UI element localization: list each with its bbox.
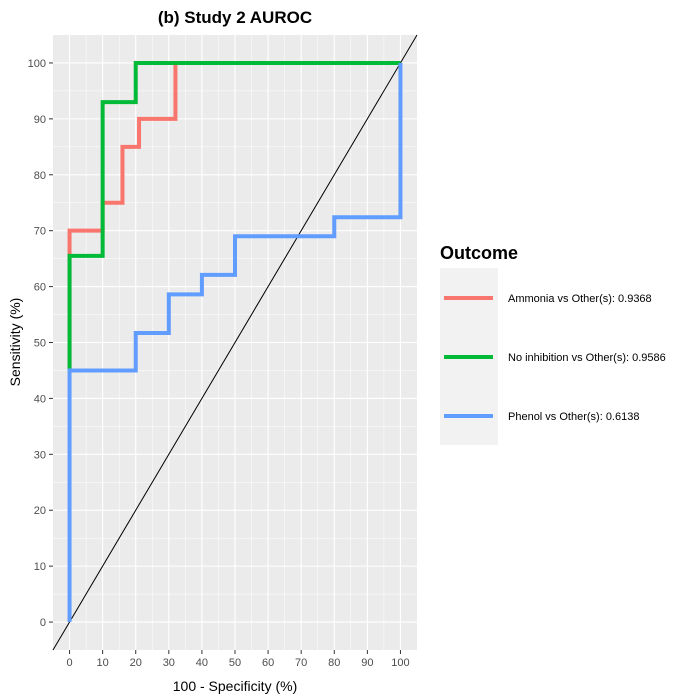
legend-label-3: Phenol vs Other(s): 0.6138 bbox=[508, 411, 639, 423]
legend-title: Outcome bbox=[440, 243, 518, 263]
x-tick-label: 10 bbox=[97, 657, 109, 669]
x-tick-label: 0 bbox=[66, 657, 72, 669]
legend: Ammonia vs Other(s): 0.9368 No inhibition… bbox=[444, 293, 666, 423]
x-tick-label: 60 bbox=[262, 657, 274, 669]
series-layer bbox=[67, 60, 403, 623]
y-tick-label: 50 bbox=[34, 338, 46, 350]
x-axis-title: 100 - Specificity (%) bbox=[173, 678, 297, 694]
reference-diagonal-line bbox=[52, 34, 418, 651]
y-tick-label: 100 bbox=[28, 58, 46, 70]
x-tick-label: 50 bbox=[229, 657, 241, 669]
x-tick-label: 20 bbox=[130, 657, 142, 669]
x-tick-label: 90 bbox=[361, 657, 373, 669]
y-tick-label: 70 bbox=[34, 226, 46, 238]
x-tick-label: 100 bbox=[391, 657, 409, 669]
x-tick-label: 40 bbox=[196, 657, 208, 669]
reference-line-layer bbox=[52, 34, 418, 651]
x-tick-label: 70 bbox=[295, 657, 307, 669]
x-axis-ticks: 0 10 20 30 40 50 60 70 80 90 100 bbox=[66, 650, 410, 669]
y-tick-label: 60 bbox=[34, 282, 46, 294]
y-tick-label: 10 bbox=[34, 561, 46, 573]
x-tick-label: 80 bbox=[328, 657, 340, 669]
series-line-1 bbox=[67, 60, 401, 371]
y-tick-label: 0 bbox=[40, 617, 46, 629]
x-tick-label: 30 bbox=[163, 657, 175, 669]
y-tick-label: 30 bbox=[34, 449, 46, 461]
series-line-2 bbox=[67, 60, 401, 371]
y-tick-label: 20 bbox=[34, 505, 46, 517]
legend-label-1: Ammonia vs Other(s): 0.9368 bbox=[508, 293, 652, 305]
legend-label-2: No inhibition vs Other(s): 0.9586 bbox=[508, 352, 666, 364]
series-line-3 bbox=[67, 62, 403, 623]
y-tick-label: 40 bbox=[34, 393, 46, 405]
chart-title: (b) Study 2 AUROC bbox=[158, 8, 312, 27]
y-tick-label: 80 bbox=[34, 170, 46, 182]
y-axis-title: Sensitivity (%) bbox=[7, 298, 23, 387]
y-tick-label: 90 bbox=[34, 114, 46, 126]
y-axis-ticks: 0 10 20 30 40 50 60 70 80 90 100 bbox=[28, 58, 53, 629]
